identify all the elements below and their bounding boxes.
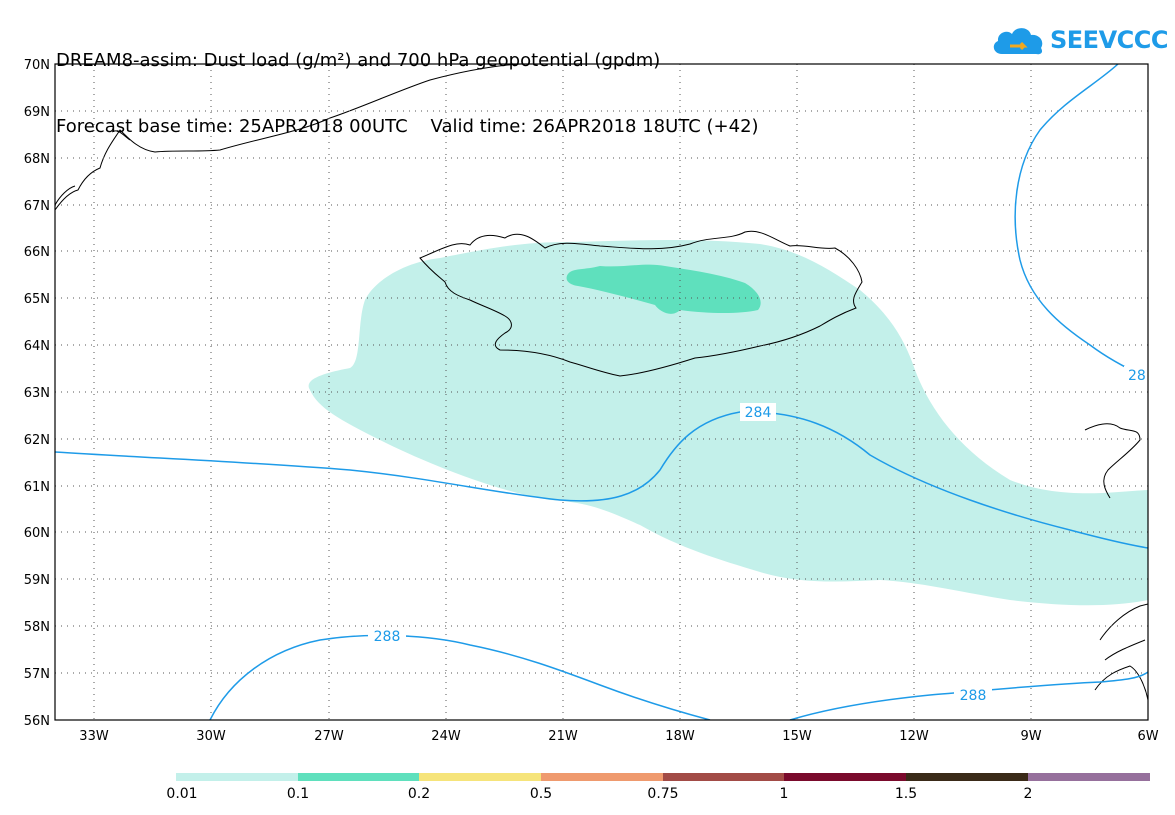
svg-text:61N: 61N: [24, 480, 50, 495]
svg-text:62N: 62N: [24, 433, 50, 448]
colorbar-swatch-6: [906, 773, 1028, 781]
svg-text:28: 28: [1128, 368, 1146, 384]
dust-area-mid: [566, 264, 761, 314]
colorbar-label: 0.75: [647, 786, 679, 802]
map-title: DREAM8-assim: Dust load (g/m²) and 700 h…: [56, 6, 759, 160]
contour-label-288-northeast: 28: [1124, 366, 1148, 384]
contour-288-southeast: [789, 671, 1148, 720]
svg-text:70N: 70N: [24, 58, 50, 73]
svg-text:24W: 24W: [431, 729, 461, 744]
colorbar-swatch-7: [1028, 773, 1150, 781]
svg-text:69N: 69N: [24, 105, 50, 120]
colorbar-swatch-5: [784, 773, 906, 781]
contour-label-284: 284: [740, 403, 776, 421]
colorbar-label: 0.5: [529, 786, 553, 802]
svg-text:18W: 18W: [665, 729, 695, 744]
svg-text:59N: 59N: [24, 573, 50, 588]
colorbar-swatch-0: [176, 773, 298, 781]
map-frame: [54, 63, 1149, 721]
cloud-arrow-icon: [993, 28, 1043, 55]
svg-text:288: 288: [374, 629, 401, 645]
colorbar-swatch-3: [541, 773, 663, 781]
colorbar-label: 2: [1023, 786, 1033, 802]
colorbar: [176, 773, 1150, 781]
svg-text:6W: 6W: [1137, 729, 1158, 744]
svg-text:63N: 63N: [24, 386, 50, 401]
svg-text:56N: 56N: [24, 714, 50, 729]
dust-area-low: [308, 240, 1148, 606]
geopotential-contours: [55, 64, 1148, 720]
svg-text:65N: 65N: [24, 292, 50, 307]
coastline: [55, 64, 1148, 701]
contour-label-288-south: 288: [368, 627, 406, 645]
svg-text:67N: 67N: [24, 199, 50, 214]
colorbar-swatch-4: [663, 773, 784, 781]
logo-text: SEEVCCC: [1050, 26, 1169, 54]
svg-text:12W: 12W: [899, 729, 929, 744]
colorbar-label: 1: [779, 786, 789, 802]
contour-288-south: [209, 634, 711, 720]
contour-288-northeast: [1014, 64, 1148, 379]
seevccc-logo: SEEVCCC: [990, 20, 1169, 60]
svg-text:27W: 27W: [314, 729, 344, 744]
colorbar-swatch-1: [298, 773, 419, 781]
colorbar-label: 1.5: [894, 786, 918, 802]
svg-text:33W: 33W: [79, 729, 109, 744]
contour-284: [55, 411, 1148, 549]
svg-text:57N: 57N: [24, 667, 50, 682]
contour-label-288-southeast: 288: [954, 686, 992, 704]
colorbar-label: 0.01: [166, 786, 198, 802]
svg-text:30W: 30W: [196, 729, 226, 744]
svg-text:64N: 64N: [24, 339, 50, 354]
colorbar-label: 0.2: [407, 786, 431, 802]
latitude-labels: 70N 69N 68N 67N 66N 65N 64N 63N 62N 61N …: [24, 58, 50, 729]
svg-text:288: 288: [960, 688, 987, 704]
svg-text:9W: 9W: [1020, 729, 1041, 744]
svg-text:21W: 21W: [548, 729, 578, 744]
colorbar-swatch-2: [419, 773, 541, 781]
graticule: [55, 64, 1148, 720]
svg-text:60N: 60N: [24, 526, 50, 541]
svg-text:284: 284: [745, 405, 772, 421]
svg-text:58N: 58N: [24, 620, 50, 635]
longitude-labels: 33W 30W 27W 24W 21W 18W 15W 12W 9W 6W: [79, 729, 1158, 744]
svg-text:15W: 15W: [782, 729, 812, 744]
svg-text:68N: 68N: [24, 152, 50, 167]
svg-text:66N: 66N: [24, 245, 50, 260]
colorbar-label: 0.1: [286, 786, 310, 802]
